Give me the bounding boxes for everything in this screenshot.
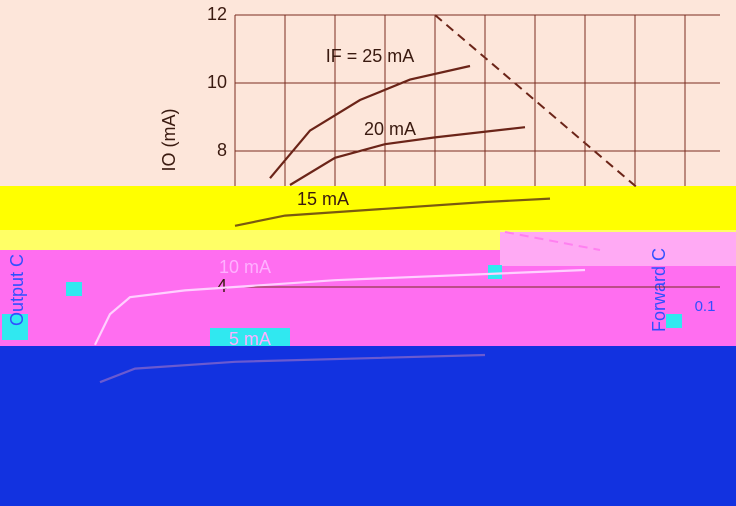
y-tick-label: 8 — [217, 140, 227, 160]
dashed-limit — [504, 231, 601, 251]
series-line — [94, 268, 586, 346]
series-label: 20 mA — [364, 119, 416, 139]
glitch-band-blue — [0, 346, 736, 506]
series-line — [289, 126, 526, 186]
glitch-block — [210, 328, 290, 346]
series-label: 5 mA — [229, 329, 271, 349]
y-tick-label: 12 — [207, 4, 227, 24]
annotation: Output C — [7, 254, 27, 326]
series-line — [99, 353, 486, 384]
annotation: Forward C — [649, 248, 669, 332]
glitch-block — [666, 314, 682, 328]
glitch-block — [488, 265, 502, 279]
series-line — [269, 64, 471, 179]
series-label: 15 mA — [297, 189, 349, 209]
y-axis-label: IO (mA) — [159, 109, 179, 172]
glitch-block — [66, 282, 82, 296]
series-label: IF = 25 mA — [326, 46, 415, 66]
background-top — [0, 0, 736, 186]
y-tick-label: 10 — [207, 72, 227, 92]
series-label: 10 mA — [219, 257, 271, 277]
series-line — [234, 197, 551, 227]
glitch-block — [2, 314, 28, 340]
y-tick-label: 4 — [217, 276, 227, 296]
annotation: 0.1 — [695, 298, 716, 315]
